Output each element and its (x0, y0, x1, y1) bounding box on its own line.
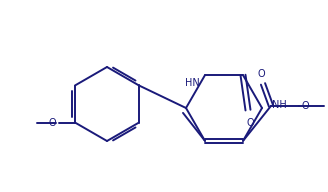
Text: O: O (257, 69, 265, 79)
Text: NH: NH (272, 100, 287, 110)
Text: HN: HN (185, 78, 200, 88)
Text: O: O (246, 118, 254, 128)
Text: O: O (48, 118, 56, 127)
Text: O: O (301, 101, 309, 111)
